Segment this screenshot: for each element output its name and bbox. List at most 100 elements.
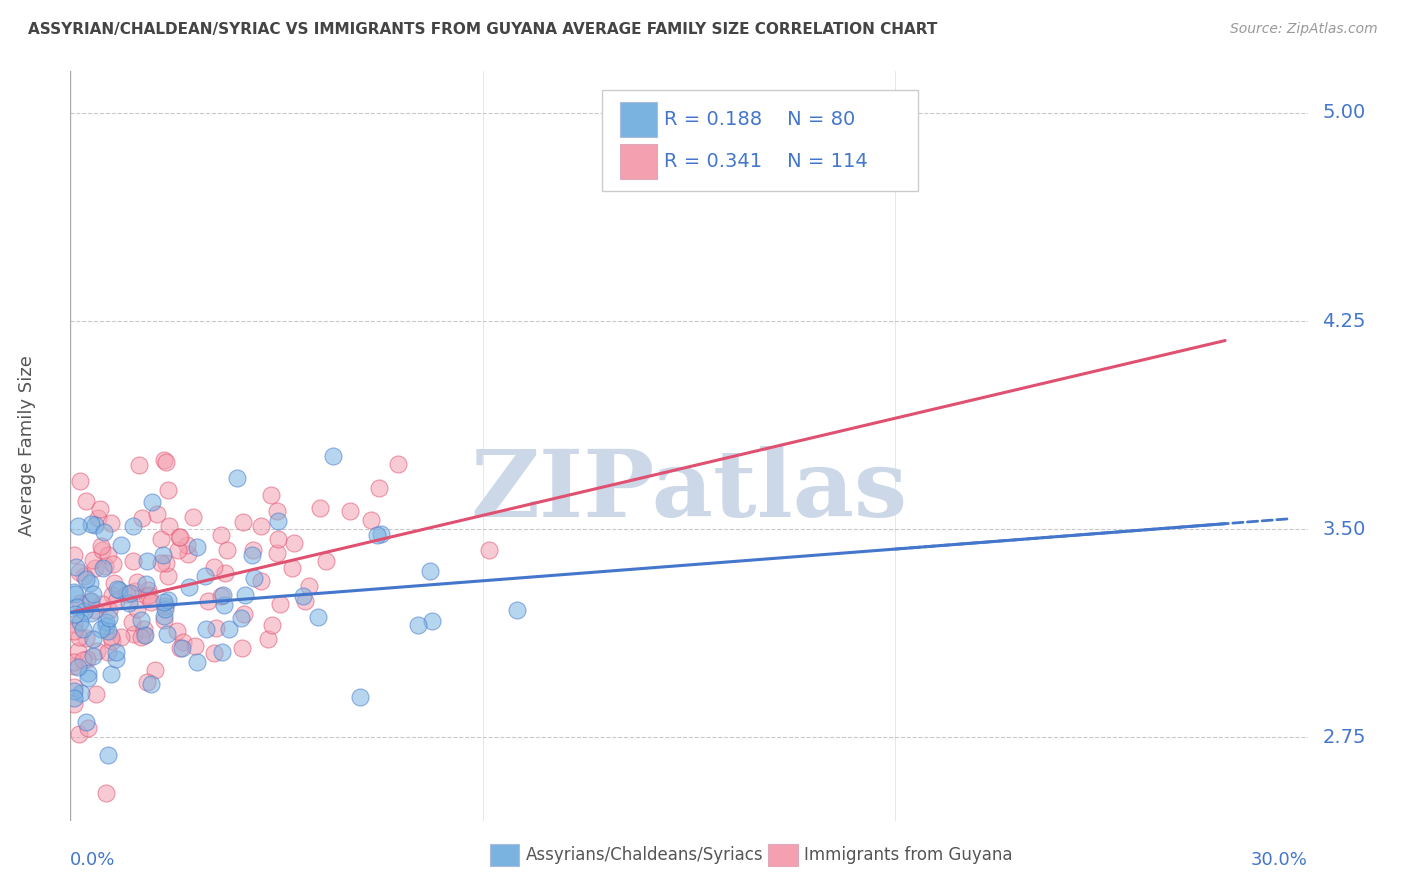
Point bbox=[155, 599, 177, 613]
Point bbox=[63, 617, 86, 632]
Point bbox=[97, 549, 120, 563]
Point bbox=[149, 556, 172, 570]
Point bbox=[117, 596, 139, 610]
Point bbox=[141, 595, 163, 609]
Point bbox=[103, 576, 125, 591]
Text: R = 0.188    N = 80: R = 0.188 N = 80 bbox=[664, 110, 855, 128]
Point bbox=[231, 641, 253, 656]
Point bbox=[67, 565, 90, 579]
Point bbox=[122, 554, 145, 568]
Point bbox=[122, 627, 145, 641]
Point bbox=[156, 593, 179, 607]
Point bbox=[141, 494, 163, 508]
Point bbox=[172, 641, 194, 656]
FancyBboxPatch shape bbox=[620, 102, 657, 136]
Point bbox=[169, 530, 191, 544]
Point bbox=[121, 615, 143, 629]
FancyBboxPatch shape bbox=[620, 144, 657, 179]
Point bbox=[100, 667, 122, 681]
Point bbox=[138, 582, 160, 597]
Point bbox=[233, 588, 256, 602]
Point bbox=[360, 513, 382, 527]
Point bbox=[249, 519, 271, 533]
Point bbox=[120, 586, 142, 600]
Point bbox=[67, 660, 90, 674]
Point bbox=[72, 623, 94, 637]
Point bbox=[110, 538, 132, 552]
Point bbox=[129, 630, 152, 644]
Point bbox=[73, 604, 96, 618]
Point bbox=[240, 548, 263, 562]
Point bbox=[202, 559, 225, 574]
Point bbox=[67, 630, 90, 644]
Point bbox=[63, 587, 86, 601]
Point bbox=[195, 622, 218, 636]
Point bbox=[76, 671, 98, 685]
Text: ZIPatlas: ZIPatlas bbox=[471, 446, 907, 536]
Point bbox=[98, 603, 121, 617]
Text: ASSYRIAN/CHALDEAN/SYRIAC VS IMMIGRANTS FROM GUYANA AVERAGE FAMILY SIZE CORRELATI: ASSYRIAN/CHALDEAN/SYRIAC VS IMMIGRANTS F… bbox=[28, 22, 938, 37]
Point bbox=[72, 653, 94, 667]
Point bbox=[153, 595, 176, 609]
Point bbox=[157, 569, 180, 583]
Point bbox=[420, 614, 443, 628]
Point bbox=[233, 607, 256, 621]
Point bbox=[63, 691, 86, 706]
Point bbox=[152, 548, 174, 562]
Point bbox=[156, 483, 179, 497]
Point bbox=[69, 596, 91, 610]
Point bbox=[339, 504, 361, 518]
Point bbox=[63, 659, 86, 673]
Point bbox=[83, 603, 105, 617]
Text: 0.0%: 0.0% bbox=[70, 851, 115, 869]
Point bbox=[115, 587, 138, 601]
Point bbox=[138, 588, 160, 602]
Point bbox=[97, 611, 120, 625]
Point bbox=[104, 652, 127, 666]
Point bbox=[211, 588, 233, 602]
Point bbox=[218, 622, 240, 636]
Point bbox=[152, 613, 174, 627]
Text: R = 0.341    N = 114: R = 0.341 N = 114 bbox=[664, 152, 868, 170]
Point bbox=[100, 631, 122, 645]
Point bbox=[506, 602, 529, 616]
Point bbox=[266, 545, 288, 559]
Point bbox=[259, 488, 281, 502]
Point bbox=[181, 509, 204, 524]
Point bbox=[128, 458, 150, 473]
Point bbox=[82, 553, 104, 567]
Point bbox=[75, 714, 97, 729]
Point bbox=[257, 632, 280, 647]
Point bbox=[266, 514, 288, 528]
Point bbox=[212, 598, 235, 612]
Point bbox=[94, 558, 117, 573]
Point bbox=[209, 589, 232, 603]
Point bbox=[63, 624, 86, 639]
Point bbox=[100, 516, 122, 531]
Point bbox=[84, 518, 107, 533]
Point bbox=[82, 648, 104, 663]
Point bbox=[91, 561, 114, 575]
Point bbox=[97, 645, 120, 659]
Point bbox=[349, 690, 371, 704]
Point bbox=[226, 471, 249, 485]
Point bbox=[156, 627, 179, 641]
Text: Immigrants from Guyana: Immigrants from Guyana bbox=[804, 847, 1012, 864]
Point bbox=[97, 747, 120, 762]
Point bbox=[291, 589, 314, 603]
Point bbox=[79, 594, 101, 608]
Point bbox=[309, 501, 332, 516]
Point bbox=[131, 511, 153, 525]
Point bbox=[129, 613, 152, 627]
Text: Source: ZipAtlas.com: Source: ZipAtlas.com bbox=[1230, 22, 1378, 37]
Point bbox=[419, 564, 441, 578]
Point bbox=[172, 635, 194, 649]
Point bbox=[73, 569, 96, 583]
Point bbox=[63, 680, 86, 694]
Point bbox=[86, 644, 108, 658]
Point bbox=[63, 549, 86, 563]
Point bbox=[249, 574, 271, 588]
Point bbox=[107, 583, 129, 598]
Point bbox=[139, 677, 162, 691]
Point bbox=[67, 643, 90, 657]
